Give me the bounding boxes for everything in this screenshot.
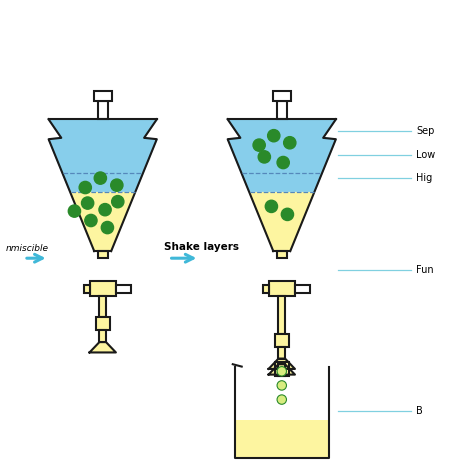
Bar [98,251,108,258]
Bar [96,317,110,330]
Bar [278,347,285,358]
Circle shape [101,221,114,234]
Bar [273,91,291,101]
Polygon shape [48,119,157,191]
Bar [277,251,287,258]
Bar [100,330,106,342]
Text: Fun: Fun [416,265,434,275]
Circle shape [111,179,123,191]
Bar [263,284,269,293]
Circle shape [281,208,293,220]
Circle shape [94,172,107,184]
Circle shape [79,182,91,194]
Polygon shape [249,192,314,251]
Circle shape [283,137,296,149]
Circle shape [82,197,94,209]
Bar [277,101,287,119]
Circle shape [268,129,280,142]
Bar [278,296,285,334]
Bar [90,281,116,296]
Circle shape [277,366,286,376]
Bar [275,362,289,376]
Circle shape [277,156,289,169]
Circle shape [265,200,277,212]
Bar [116,284,131,293]
Circle shape [99,203,111,216]
Polygon shape [70,192,135,251]
Polygon shape [269,364,295,374]
Bar [100,296,106,317]
Bar [269,281,295,296]
Circle shape [68,205,81,217]
Polygon shape [90,342,116,353]
Bar [98,101,108,119]
Bar [235,420,329,458]
Bar [278,364,285,376]
Circle shape [258,151,271,163]
Circle shape [85,214,97,227]
Text: Low: Low [416,149,435,160]
Circle shape [277,381,286,390]
Bar [94,91,112,101]
Circle shape [112,196,124,208]
Text: B: B [416,406,423,416]
Bar [275,334,289,347]
Polygon shape [228,119,336,191]
Text: nmiscible: nmiscible [6,244,49,253]
Polygon shape [269,358,295,369]
Bar [295,284,310,293]
Bar [84,284,90,293]
Text: Shake layers: Shake layers [164,242,239,252]
Circle shape [253,139,265,151]
Circle shape [277,395,286,404]
Text: Hig: Hig [416,173,432,183]
Text: Sep: Sep [416,126,435,136]
